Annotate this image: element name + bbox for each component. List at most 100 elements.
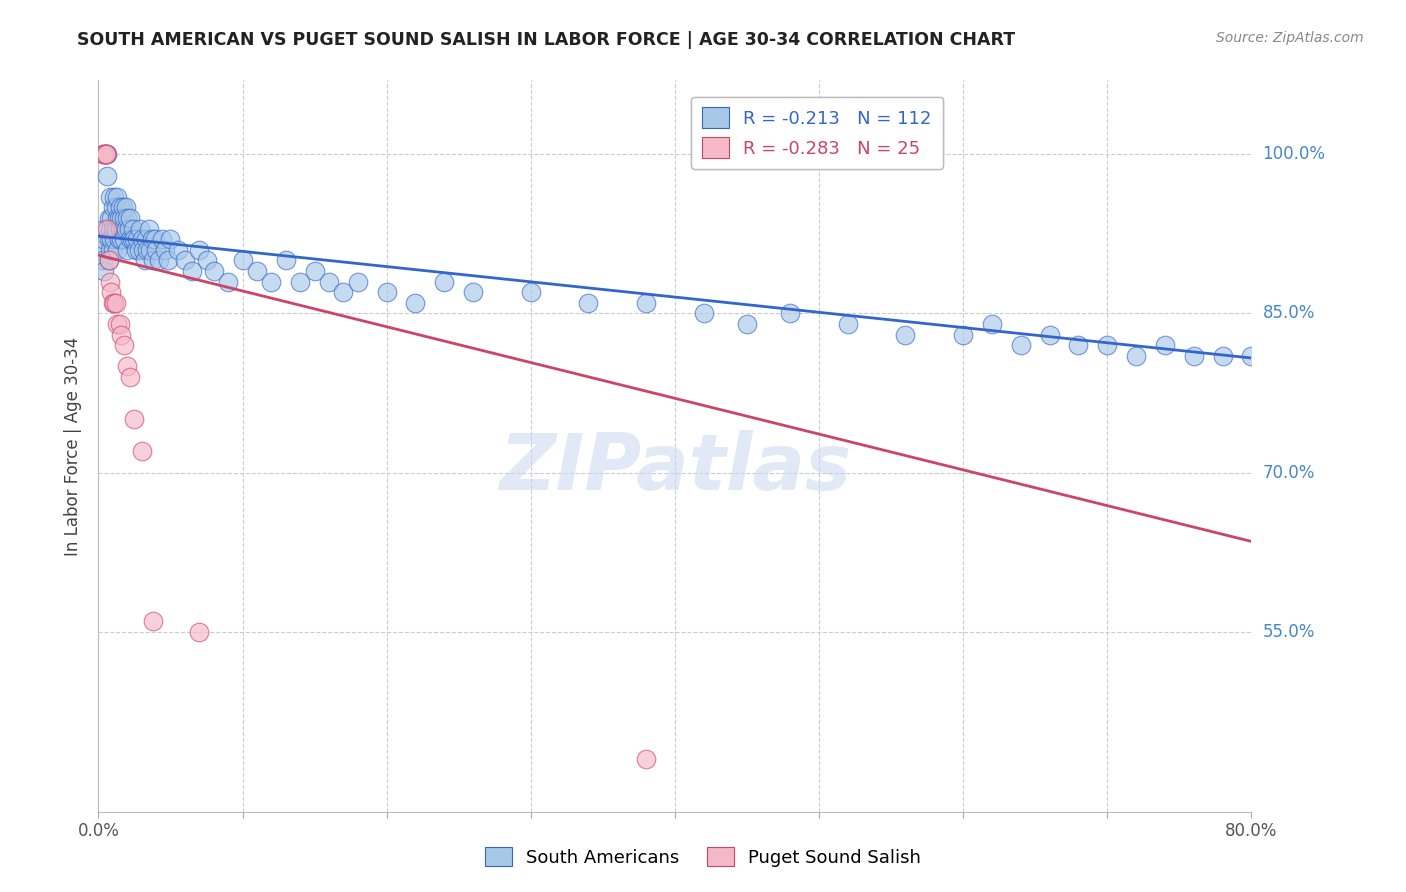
Point	[636, 752, 658, 766]
Point	[405, 296, 427, 310]
Point	[96, 221, 118, 235]
Point	[131, 444, 153, 458]
Point	[246, 264, 269, 278]
Point	[894, 327, 917, 342]
Point	[142, 614, 165, 628]
Point	[101, 243, 124, 257]
Point	[97, 211, 120, 225]
Point	[100, 232, 122, 246]
Point	[98, 275, 121, 289]
Point	[735, 317, 758, 331]
Point	[304, 264, 326, 278]
Point	[91, 232, 114, 246]
Point	[779, 306, 801, 320]
Point	[142, 253, 165, 268]
Point	[188, 243, 211, 257]
Point	[114, 221, 136, 235]
Point	[117, 359, 139, 374]
Point	[124, 412, 146, 426]
Point	[578, 296, 600, 310]
Point	[121, 232, 143, 246]
Point	[143, 232, 166, 246]
Point	[90, 243, 112, 257]
Text: 70.0%: 70.0%	[1263, 464, 1315, 482]
Point	[111, 221, 134, 235]
Point	[260, 275, 283, 289]
Text: 100.0%: 100.0%	[1263, 145, 1326, 163]
Point	[118, 221, 141, 235]
Point	[1125, 349, 1147, 363]
Point	[103, 296, 125, 310]
Point	[117, 211, 139, 225]
Point	[91, 253, 114, 268]
Point	[110, 327, 132, 342]
Point	[195, 253, 218, 268]
Point	[433, 275, 456, 289]
Legend: South Americans, Puget Sound Salish: South Americans, Puget Sound Salish	[478, 840, 928, 874]
Point	[188, 624, 211, 639]
Point	[100, 285, 122, 300]
Point	[1010, 338, 1032, 352]
Point	[120, 370, 142, 384]
Point	[97, 253, 120, 268]
Point	[135, 232, 157, 246]
Point	[231, 253, 254, 268]
Point	[117, 243, 139, 257]
Point	[124, 232, 146, 246]
Legend: R = -0.213   N = 112, R = -0.283   N = 25: R = -0.213 N = 112, R = -0.283 N = 25	[690, 96, 942, 169]
Point	[127, 232, 149, 246]
Point	[318, 275, 340, 289]
Point	[107, 211, 129, 225]
Point	[156, 253, 179, 268]
Point	[1212, 349, 1234, 363]
Point	[1154, 338, 1177, 352]
Text: SOUTH AMERICAN VS PUGET SOUND SALISH IN LABOR FORCE | AGE 30-34 CORRELATION CHAR: SOUTH AMERICAN VS PUGET SOUND SALISH IN …	[77, 31, 1015, 49]
Point	[112, 232, 135, 246]
Point	[93, 147, 115, 161]
Text: 55.0%: 55.0%	[1263, 623, 1315, 640]
Point	[136, 243, 159, 257]
Point	[112, 211, 135, 225]
Point	[91, 147, 114, 161]
Point	[105, 243, 128, 257]
Point	[1039, 327, 1062, 342]
Point	[520, 285, 543, 300]
Point	[96, 169, 118, 183]
Point	[150, 232, 173, 246]
Point	[141, 232, 163, 246]
Point	[128, 243, 150, 257]
Point	[1182, 349, 1205, 363]
Point	[122, 221, 145, 235]
Point	[94, 147, 117, 161]
Point	[138, 221, 160, 235]
Point	[98, 243, 121, 257]
Point	[107, 232, 129, 246]
Point	[108, 317, 131, 331]
Point	[96, 147, 118, 161]
Point	[181, 264, 204, 278]
Text: 85.0%: 85.0%	[1263, 304, 1315, 323]
Point	[108, 201, 131, 215]
Point	[159, 232, 181, 246]
Point	[1240, 349, 1263, 363]
Point	[112, 338, 135, 352]
Point	[636, 296, 658, 310]
Point	[332, 285, 354, 300]
Point	[93, 221, 115, 235]
Point	[101, 221, 124, 235]
Point	[375, 285, 398, 300]
Point	[98, 190, 121, 204]
Point	[346, 275, 368, 289]
Point	[104, 221, 127, 235]
Point	[101, 201, 124, 215]
Point	[120, 211, 142, 225]
Point	[103, 232, 125, 246]
Point	[148, 253, 170, 268]
Point	[202, 264, 225, 278]
Point	[105, 190, 128, 204]
Point	[131, 232, 153, 246]
Point	[174, 253, 197, 268]
Text: Source: ZipAtlas.com: Source: ZipAtlas.com	[1216, 31, 1364, 45]
Point	[981, 317, 1004, 331]
Point	[153, 243, 176, 257]
